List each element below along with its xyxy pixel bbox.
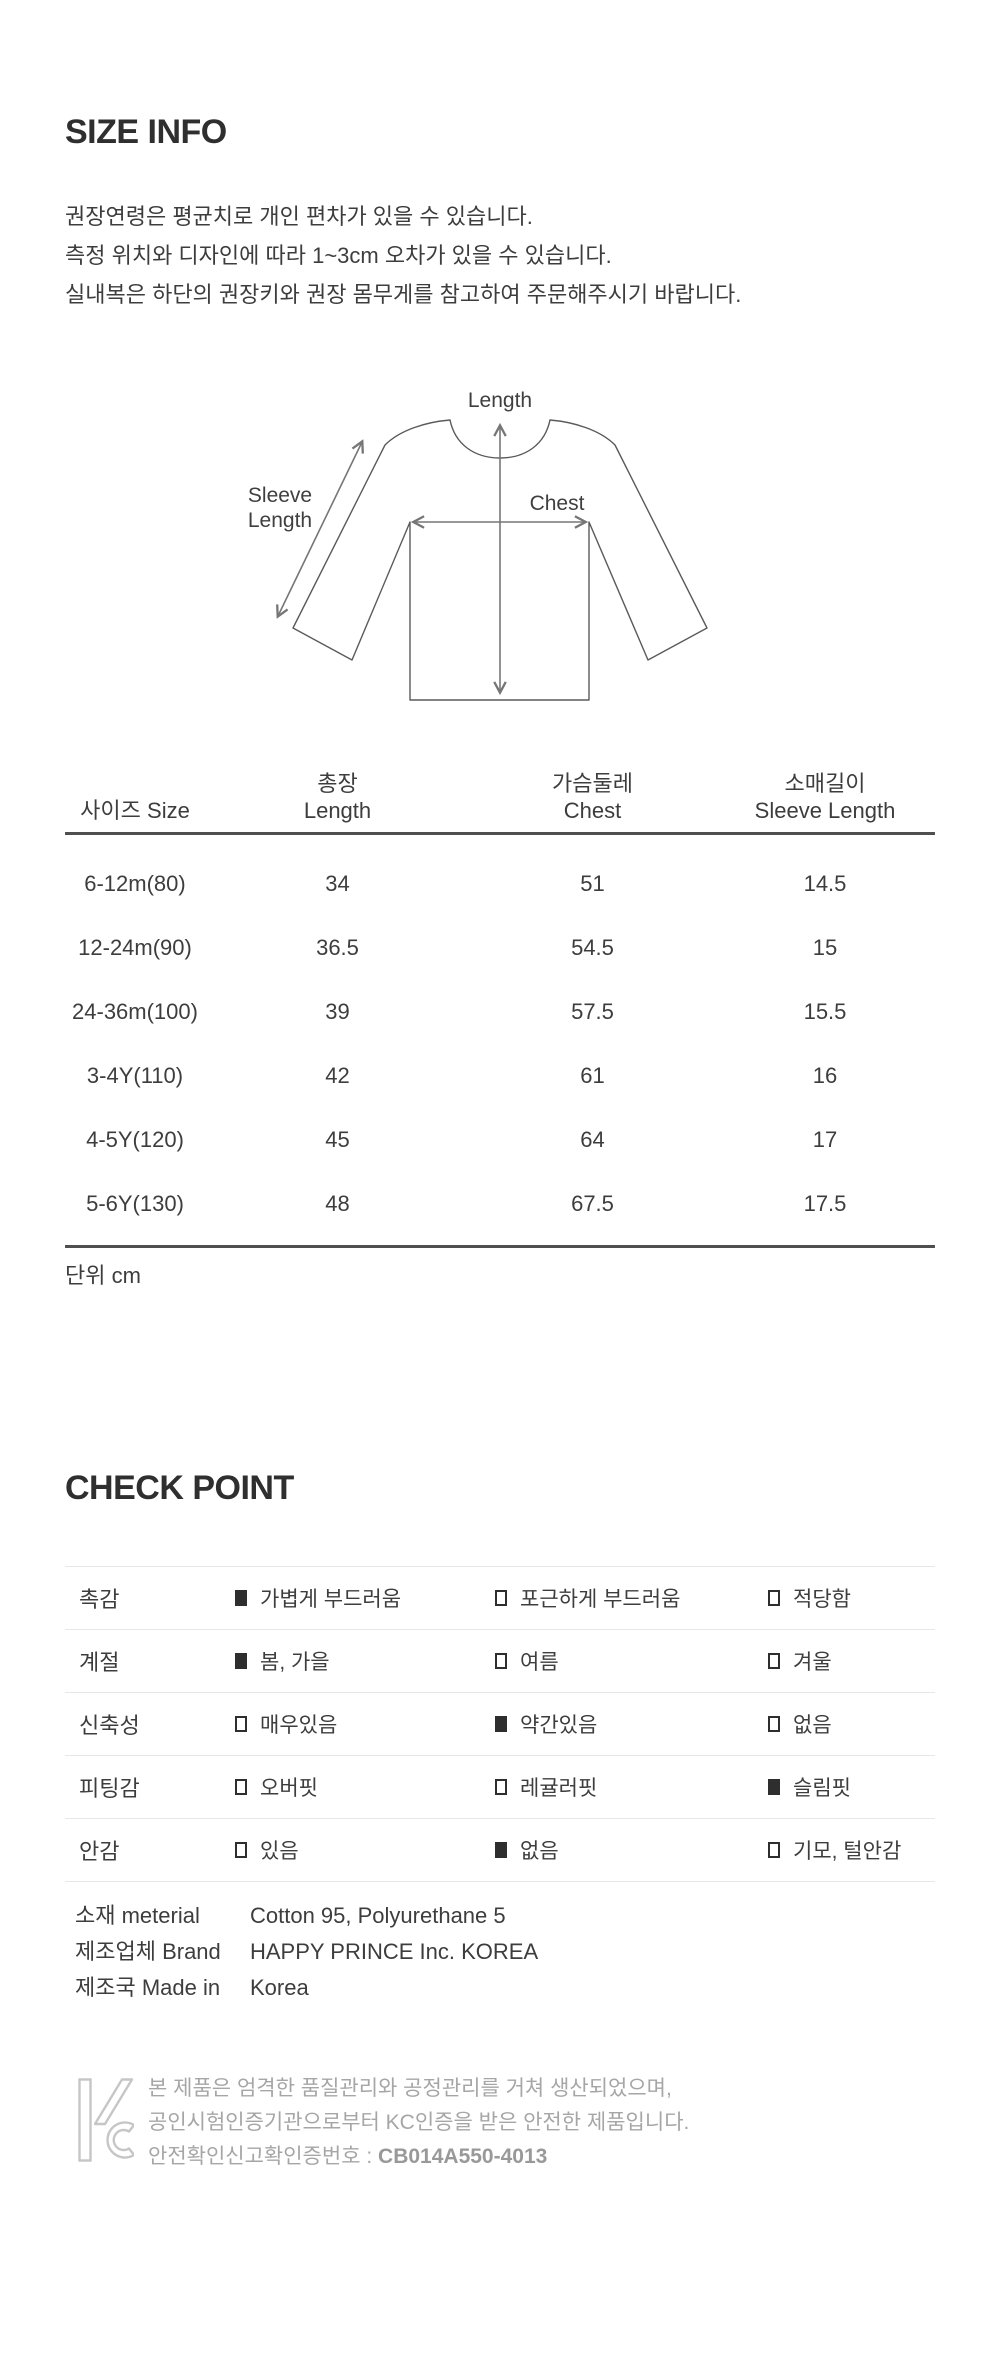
kc-line-1: 본 제품은 엄격한 품질관리와 공정관리를 거쳐 생산되었으며, <box>148 2076 672 2100</box>
checkbox-icon <box>768 1778 780 1795</box>
kc-certification: 본 제품은 엄격한 품질관리와 공정관리를 거쳐 생산되었으며, 공인시험인증기… <box>65 2072 935 2174</box>
checkbox-icon <box>495 1652 507 1669</box>
check-row-lining: 안감 있음 없음 기모, 털안감 <box>65 1819 935 1882</box>
note-line-2: 측정 위치와 디자인에 따라 1~3cm 오차가 있을 수 있습니다. <box>65 242 612 268</box>
cell-size: 12-24m(90) <box>78 934 192 960</box>
sleeve-label-line2: Length <box>248 509 312 532</box>
note-line-3: 실내복은 하단의 권장키와 권장 몸무게를 참고하여 주문해주시기 바랍니다. <box>65 281 742 307</box>
cell-sleeve: 15.5 <box>803 998 847 1024</box>
checkbox-icon <box>235 1778 247 1795</box>
cell-chest: 54.5 <box>571 934 614 960</box>
check-option: 포근하게 부드러움 <box>495 1583 768 1613</box>
table-row: 5-6Y(130) 48 67.5 17.5 <box>65 1171 935 1248</box>
cell-chest: 57.5 <box>571 998 614 1024</box>
cell-sleeve: 16 <box>812 1062 838 1088</box>
kc-line-2: 공인시험인증기관으로부터 KC인증을 받은 안전한 제품입니다. <box>148 2110 690 2134</box>
sleeve-label-line1: Sleeve <box>248 484 312 507</box>
kc-mark-icon <box>78 2077 134 2162</box>
check-row-season: 계절 봄, 가을 여름 겨울 <box>65 1630 935 1693</box>
shirt-outline <box>292 419 708 701</box>
check-option: 여름 <box>495 1646 768 1676</box>
check-row-touch: 촉감 가볍게 부드러움 포근하게 부드러움 적당함 <box>65 1567 935 1630</box>
cell-length: 39 <box>325 998 350 1024</box>
cell-size: 3-4Y(110) <box>86 1062 184 1088</box>
cell-sleeve: 14.5 <box>803 870 847 896</box>
cell-sleeve: 15 <box>812 934 838 960</box>
check-option: 없음 <box>495 1835 768 1865</box>
garment-measure-diagram: Length Sleeve Length Chest <box>248 389 708 701</box>
checkbox-icon <box>235 1715 247 1732</box>
check-row-fit: 피팅감 오버핏 레귤러핏 슬림핏 <box>65 1756 935 1819</box>
kc-cert-number-label: 안전확인신고확인증번호 : <box>148 2144 379 2168</box>
check-option: 레귤러핏 <box>495 1772 768 1802</box>
checkbox-icon <box>235 1652 247 1669</box>
checkbox-icon <box>768 1589 780 1606</box>
col-header-size: 사이즈 Size <box>65 757 205 835</box>
checkbox-icon <box>495 1841 507 1858</box>
table-row: 24-36m(100) 39 57.5 15.5 <box>65 980 935 1044</box>
kc-text: 본 제품은 엄격한 품질관리와 공정관리를 거쳐 생산되었으며, 공인시험인증기… <box>148 2072 689 2174</box>
cell-chest: 61 <box>580 1062 605 1088</box>
cell-size: 5-6Y(130) <box>65 1171 205 1248</box>
note-line-1: 권장연령은 평균치로 개인 편차가 있을 수 있습니다. <box>65 203 533 229</box>
table-row: 6-12m(80) 34 51 14.5 <box>65 833 935 916</box>
check-option: 매우있음 <box>235 1709 495 1739</box>
check-point-heading: CHECK POINT <box>65 1468 294 1507</box>
kc-cert-number: CB014A550-4013 <box>378 2144 548 2168</box>
detail-row-brand: 제조업체 Brand HAPPY PRINCE Inc. KOREA <box>75 1938 539 1964</box>
cell-size: 24-36m(100) <box>72 998 198 1024</box>
detail-row-made-in: 제조국 Made in Korea <box>75 1974 309 2000</box>
size-table: 사이즈 Size 총장 Length 가슴둘레 Chest 소매길이 Sleeve L… <box>65 757 935 1248</box>
check-point-table: 촉감 가볍게 부드러움 포근하게 부드러움 적당함 계절 봄, 가을 여름 겨울… <box>65 1565 935 1882</box>
check-option: 기모, 털안감 <box>768 1835 935 1865</box>
table-row: 3-4Y(110) 42 61 16 <box>65 1044 935 1108</box>
col-header-chest: 가슴둘레 Chest <box>470 757 715 835</box>
chest-label: Chest <box>530 492 585 515</box>
cell-length: 48 <box>205 1171 470 1248</box>
check-row-stretch: 신축성 매우있음 약간있음 없음 <box>65 1693 935 1756</box>
cell-size: 6-12m(80) <box>84 870 186 896</box>
cell-length: 45 <box>325 1126 350 1152</box>
checkbox-icon <box>495 1589 507 1606</box>
unit-note: 단위 cm <box>65 1262 141 1288</box>
length-label: Length <box>468 389 532 412</box>
cell-length: 42 <box>325 1062 350 1088</box>
cell-length: 34 <box>325 870 350 896</box>
cell-size: 4-5Y(120) <box>86 1126 184 1152</box>
check-option: 봄, 가을 <box>235 1646 495 1676</box>
checkbox-icon <box>235 1841 247 1858</box>
checkbox-icon <box>768 1715 780 1732</box>
cell-chest: 64 <box>580 1126 605 1152</box>
checkbox-icon <box>768 1841 780 1858</box>
checkbox-icon <box>495 1778 507 1795</box>
check-option: 가볍게 부드러움 <box>235 1583 495 1613</box>
col-header-sleeve-length: 소매길이 Sleeve Length <box>715 757 935 835</box>
cell-chest: 51 <box>580 870 605 896</box>
check-option: 오버핏 <box>235 1772 495 1802</box>
size-table-header-row: 사이즈 Size 총장 Length 가슴둘레 Chest 소매길이 Sleeve L… <box>65 757 935 835</box>
cell-sleeve: 17 <box>812 1126 838 1152</box>
check-option: 약간있음 <box>495 1709 768 1739</box>
col-header-length: 총장 Length <box>205 757 470 835</box>
size-info-notes: 권장연령은 평균치로 개인 편차가 있을 수 있습니다. 측정 위치와 디자인에… <box>65 197 935 314</box>
check-option: 있음 <box>235 1835 495 1865</box>
cell-length: 36.5 <box>316 934 359 960</box>
check-option: 슬림핏 <box>768 1772 935 1802</box>
checkbox-icon <box>768 1652 780 1669</box>
check-option: 겨울 <box>768 1646 935 1676</box>
table-row: 4-5Y(120) 45 64 17 <box>65 1108 935 1172</box>
checkbox-icon <box>235 1589 247 1606</box>
size-info-heading: SIZE INFO <box>65 113 227 151</box>
cell-chest: 67.5 <box>470 1171 715 1248</box>
checkbox-icon <box>495 1715 507 1732</box>
detail-row-material: 소재 meterial Cotton 95, Polyurethane 5 <box>75 1902 506 1928</box>
size-guide-page: SIZE INFO 권장연령은 평균치로 개인 편차가 있을 수 있습니다. 측… <box>0 112 1000 2247</box>
product-details: 소재 meterial Cotton 95, Polyurethane 5 제조… <box>65 1898 935 2006</box>
sleeve-length-arrow <box>278 442 362 616</box>
table-row: 12-24m(90) 36.5 54.5 15 <box>65 916 935 980</box>
check-option: 적당함 <box>768 1583 935 1613</box>
check-option: 없음 <box>768 1709 935 1739</box>
cell-sleeve: 17.5 <box>715 1171 935 1248</box>
